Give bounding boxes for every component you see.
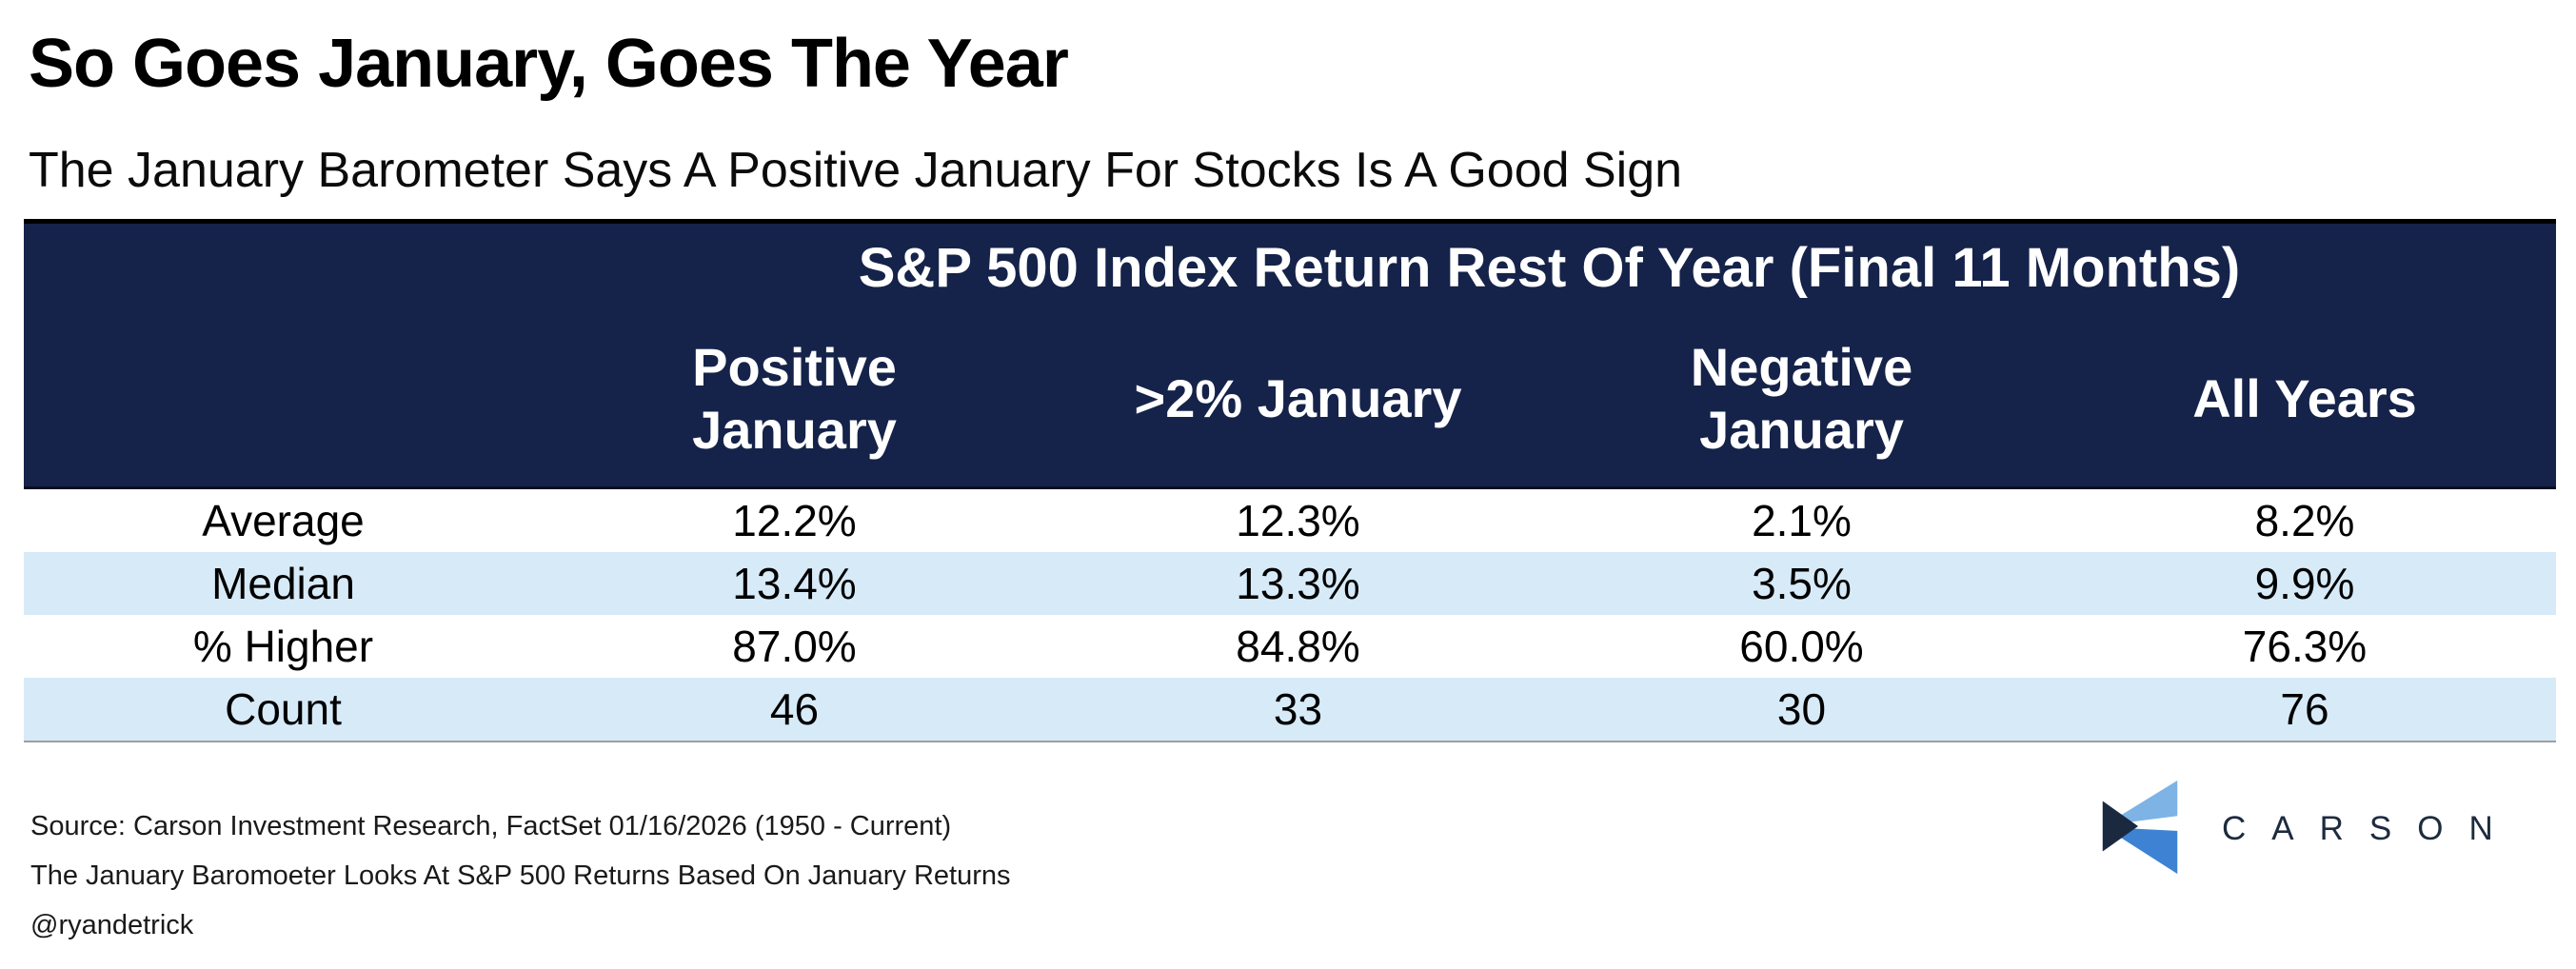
table-corner-cell [24, 311, 543, 489]
row-label-average: Average [24, 487, 543, 552]
table-row-average: Average 12.2% 12.3% 2.1% 8.2% [24, 487, 2557, 552]
table-cell: 46 [543, 678, 1046, 742]
table-cell: 87.0% [543, 615, 1046, 678]
source-line: Source: Carson Investment Research, Fact… [30, 811, 952, 841]
table-cell: 13.4% [543, 552, 1046, 615]
col-header-gt2pct-january: >2% January [1046, 311, 1550, 489]
table-row-median: Median 13.4% 13.3% 3.5% 9.9% [24, 552, 2557, 615]
table-cell: 76 [2053, 678, 2557, 742]
col-header-positive-january: Positive January [543, 311, 1046, 489]
table-cell: 9.9% [2053, 552, 2557, 615]
table-span-header: S&P 500 Index Return Rest Of Year (Final… [543, 221, 2557, 311]
col-header-all-years: All Years [2053, 311, 2557, 489]
carson-logo: CARSON [2100, 777, 2519, 881]
table-row-count: Count 46 33 30 76 [24, 678, 2557, 742]
footer-notes: Source: Carson Investment Research, Fact… [30, 801, 1011, 950]
row-label-count: Count [24, 678, 543, 742]
page-title: So Goes January, Goes The Year [29, 26, 1069, 102]
note-line: The January Baromoeter Looks At S&P 500 … [30, 860, 1011, 891]
returns-table: S&P 500 Index Return Rest Of Year (Final… [24, 219, 2557, 742]
table-cell: 33 [1046, 678, 1550, 742]
table-cell: 60.0% [1550, 615, 2053, 678]
table-cell: 76.3% [2053, 615, 2557, 678]
table-cell: 3.5% [1550, 552, 2053, 615]
table-cell: 84.8% [1046, 615, 1550, 678]
table-corner-cell [24, 221, 543, 311]
page-subtitle: The January Barometer Says A Positive Ja… [29, 143, 1683, 198]
table-cell: 30 [1550, 678, 2053, 742]
table-cell: 12.3% [1046, 487, 1550, 552]
carson-logo-mark-icon [2100, 777, 2180, 882]
table-cell: 12.2% [543, 487, 1046, 552]
table-row-pct-higher: % Higher 87.0% 84.8% 60.0% 76.3% [24, 615, 2557, 678]
row-label-pct-higher: % Higher [24, 615, 543, 678]
table-cell: 2.1% [1550, 487, 2053, 552]
twitter-handle: @ryandetrick [30, 910, 194, 940]
row-label-median: Median [24, 552, 543, 615]
table-cell: 8.2% [2053, 487, 2557, 552]
table-column-header-row: Positive January >2% January Negative Ja… [24, 311, 2557, 489]
col-header-negative-january: Negative January [1550, 311, 2053, 489]
table-span-header-row: S&P 500 Index Return Rest Of Year (Final… [24, 221, 2557, 311]
table-cell: 13.3% [1046, 552, 1550, 615]
carson-wordmark: CARSON [2222, 810, 2519, 847]
